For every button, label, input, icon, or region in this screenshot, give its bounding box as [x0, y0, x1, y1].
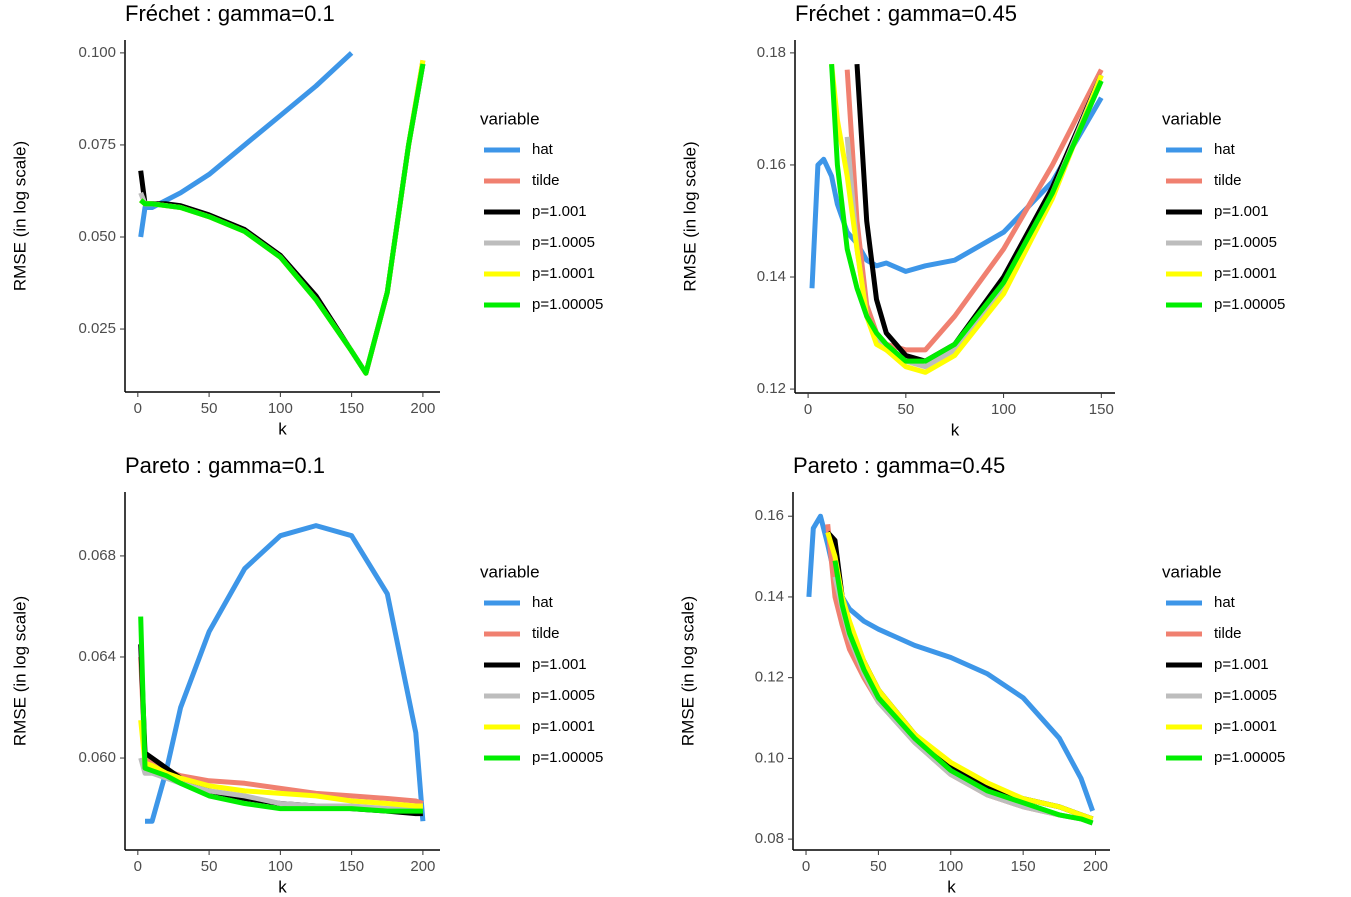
x-tick-label: 100 [938, 858, 963, 875]
x-tick-label: 200 [1083, 858, 1108, 875]
legend-title: variable [1162, 562, 1222, 581]
x-tick-label: 150 [1089, 401, 1114, 418]
legend-label: tilde [1214, 625, 1242, 642]
y-tick-label: 0.16 [757, 156, 786, 173]
legend-label: p=1.0005 [1214, 687, 1277, 704]
x-tick-label: 0 [804, 401, 812, 418]
y-tick-label: 0.068 [78, 547, 116, 564]
y-tick-label: 0.064 [78, 648, 116, 665]
legend-label: p=1.00005 [532, 749, 603, 766]
legend-label: p=1.001 [1214, 656, 1269, 673]
y-tick-label: 0.100 [78, 44, 116, 61]
y-tick-label: 0.18 [757, 44, 786, 61]
legend-label: p=1.0001 [532, 265, 595, 282]
legend-label: p=1.001 [532, 656, 587, 673]
legend-label: p=1.0001 [1214, 718, 1277, 735]
legend-label: tilde [532, 172, 560, 189]
legend-label: tilde [532, 625, 560, 642]
y-tick-label: 0.12 [757, 380, 786, 397]
x-axis-label: k [951, 420, 960, 439]
legend-label: hat [1214, 594, 1236, 611]
legend-label: hat [532, 141, 554, 158]
x-tick-label: 150 [339, 400, 364, 417]
x-tick-label: 200 [410, 400, 435, 417]
x-tick-label: 100 [268, 858, 293, 875]
series-line [139, 63, 426, 376]
y-tick-label: 0.08 [755, 830, 784, 847]
series-line [806, 513, 1095, 812]
legend-label: p=1.00005 [1214, 749, 1285, 766]
legend-title: variable [480, 562, 540, 581]
y-tick-label: 0.14 [757, 268, 786, 285]
x-tick-label: 50 [201, 858, 218, 875]
series-line [138, 719, 423, 809]
y-axis-label: RMSE (in log scale) [10, 141, 29, 291]
y-tick-label: 0.12 [755, 669, 784, 686]
legend-label: p=1.001 [532, 203, 587, 220]
y-tick-label: 0.025 [78, 320, 116, 337]
x-tick-label: 50 [201, 400, 218, 417]
y-tick-label: 0.16 [755, 507, 784, 524]
x-tick-label: 50 [897, 401, 914, 418]
x-axis-label: k [947, 877, 956, 896]
x-tick-label: 0 [134, 400, 142, 417]
x-tick-label: 50 [870, 858, 887, 875]
y-axis-label: RMSE (in log scale) [680, 141, 699, 291]
legend-label: hat [1214, 141, 1236, 158]
series-line [854, 63, 1104, 364]
y-tick-label: 0.050 [78, 228, 116, 245]
legend-title: variable [480, 109, 540, 128]
series-line [832, 576, 1094, 826]
series-line [138, 51, 354, 238]
x-axis-label: k [278, 419, 287, 438]
series-line [832, 560, 1094, 826]
x-axis-label: k [278, 877, 287, 896]
x-tick-label: 150 [339, 858, 364, 875]
x-tick-label: 0 [802, 858, 810, 875]
y-tick-label: 0.10 [755, 749, 784, 766]
legend-label: p=1.0001 [1214, 265, 1277, 282]
legend-title: variable [1162, 109, 1222, 128]
legend-label: p=1.0005 [1214, 234, 1277, 251]
chart-title: Fréchet : gamma=0.45 [795, 1, 1017, 26]
x-tick-label: 100 [991, 401, 1016, 418]
x-tick-label: 150 [1011, 858, 1036, 875]
series-line [829, 63, 1104, 364]
legend-label: p=1.00005 [532, 296, 603, 313]
series-line [829, 63, 1104, 375]
legend-label: hat [532, 594, 554, 611]
x-tick-label: 100 [268, 400, 293, 417]
legend-label: p=1.0001 [532, 718, 595, 735]
legend-label: p=1.00005 [1214, 296, 1285, 313]
legend-label: p=1.001 [1214, 203, 1269, 220]
chart-title: Pareto : gamma=0.1 [125, 453, 325, 478]
legend-label: tilde [1214, 172, 1242, 189]
chart-title: Pareto : gamma=0.45 [793, 453, 1005, 478]
y-axis-label: RMSE (in log scale) [10, 596, 29, 746]
series-line [844, 68, 1104, 353]
legend-label: p=1.0005 [532, 687, 595, 704]
y-axis-label: RMSE (in log scale) [678, 596, 697, 746]
chart-title: Fréchet : gamma=0.1 [125, 1, 335, 26]
x-tick-label: 0 [134, 858, 142, 875]
y-tick-label: 0.14 [755, 588, 784, 605]
y-tick-label: 0.075 [78, 136, 116, 153]
legend-label: p=1.0005 [532, 234, 595, 251]
y-tick-label: 0.060 [78, 749, 116, 766]
series-line [138, 616, 423, 814]
x-tick-label: 200 [410, 858, 435, 875]
